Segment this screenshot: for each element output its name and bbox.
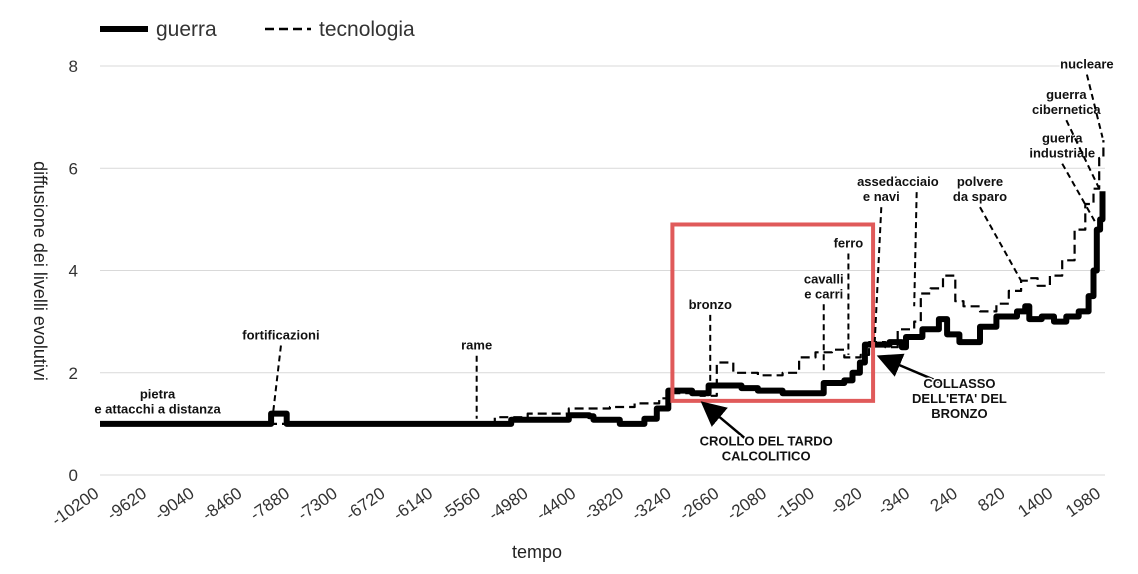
series-line-tecnologia xyxy=(100,140,1105,425)
x-tick-label: -6140 xyxy=(390,484,437,525)
legend-label-guerra: guerra xyxy=(156,18,217,41)
x-tick-label: -6720 xyxy=(342,484,389,525)
x-tick-label: -7300 xyxy=(294,484,341,525)
x-tick-label: -4980 xyxy=(485,484,532,525)
x-tick-label: -2660 xyxy=(676,484,723,525)
x-tick-label: -4400 xyxy=(533,484,580,525)
annotation-label: fortificazioni xyxy=(242,328,319,343)
x-tick-label: -7880 xyxy=(247,484,294,525)
annotation-label: nucleare xyxy=(1060,57,1113,72)
x-tick-label: 240 xyxy=(927,484,961,516)
x-axis-ticks: -10200 -9620 -9040 -8460 -7880 -7300 -6720 -614… xyxy=(48,484,1104,530)
annotation-label: BRONZO xyxy=(931,406,987,421)
annotation-leader xyxy=(913,192,918,307)
y-axis-ticks: 0 2 4 6 8 xyxy=(69,57,78,485)
annotation-label: cibernetica xyxy=(1032,102,1101,117)
annotation-label: cavalli xyxy=(804,271,844,286)
annotation-label: acciaio xyxy=(895,174,939,189)
annotation-label: COLLASSO xyxy=(923,376,995,391)
annotation-label: CROLLO DEL TARDO xyxy=(700,433,833,448)
x-tick-label: -10200 xyxy=(48,484,102,530)
annotation-label: e navi xyxy=(863,189,900,204)
annotation-leader xyxy=(876,353,940,384)
annotation-leader xyxy=(700,401,747,441)
annotation-label: CALCOLITICO xyxy=(722,448,811,463)
highlight-rectangle xyxy=(670,222,876,403)
series-layer xyxy=(100,140,1106,427)
annotation-label: e attacchi a distanza xyxy=(94,401,221,416)
x-tick-label: 1400 xyxy=(1014,484,1056,521)
y-tick-label: 8 xyxy=(69,57,78,76)
x-tick-label: -9040 xyxy=(151,484,198,525)
y-axis-title: diffusione dei livelli evolutivi xyxy=(30,161,50,381)
x-axis-title: tempo xyxy=(512,542,562,562)
annotation-label: polvere xyxy=(957,174,1003,189)
annotation-label: guerra xyxy=(1046,87,1087,102)
x-tick-label: -2080 xyxy=(724,484,771,525)
annotation-label: ferro xyxy=(834,235,864,250)
annotation-label: pietra xyxy=(140,386,176,401)
x-tick-label: -920 xyxy=(827,484,866,519)
x-tick-label: -8460 xyxy=(199,484,246,525)
annotation-leader xyxy=(873,207,883,343)
annotation-label: da sparo xyxy=(953,189,1007,204)
highlight-box xyxy=(670,222,876,403)
x-tick-label: 820 xyxy=(974,484,1008,516)
gridlines xyxy=(100,65,1105,476)
y-tick-label: 0 xyxy=(69,466,78,485)
x-tick-label: -1500 xyxy=(771,484,818,525)
x-tick-label: -9620 xyxy=(103,484,150,525)
x-tick-label: -5560 xyxy=(437,484,484,525)
x-tick-label: -3820 xyxy=(580,484,627,525)
series-line-guerra xyxy=(100,191,1106,427)
annotation-label: assedio xyxy=(857,174,905,189)
annotation-leader xyxy=(271,345,282,417)
annotation-leader xyxy=(1065,119,1101,190)
annotation-leader xyxy=(1085,74,1104,138)
legend-label-tecnologia: tecnologia xyxy=(319,18,415,41)
y-tick-label: 2 xyxy=(69,364,78,383)
x-tick-label: 1980 xyxy=(1062,484,1104,521)
annotation-leader xyxy=(1061,163,1097,223)
annotation-label: bronzo xyxy=(689,297,732,312)
y-tick-label: 4 xyxy=(69,262,78,281)
x-tick-label: -3240 xyxy=(628,484,675,525)
annotation-label: e carri xyxy=(804,286,843,301)
annotation-leader xyxy=(979,206,1022,282)
y-tick-label: 6 xyxy=(69,159,78,178)
x-tick-label: -340 xyxy=(874,484,913,519)
annotation-label: DELL'ETA' DEL xyxy=(912,391,1007,406)
annotation-label: rame xyxy=(461,338,492,353)
legend: guerra tecnologia xyxy=(100,18,415,41)
